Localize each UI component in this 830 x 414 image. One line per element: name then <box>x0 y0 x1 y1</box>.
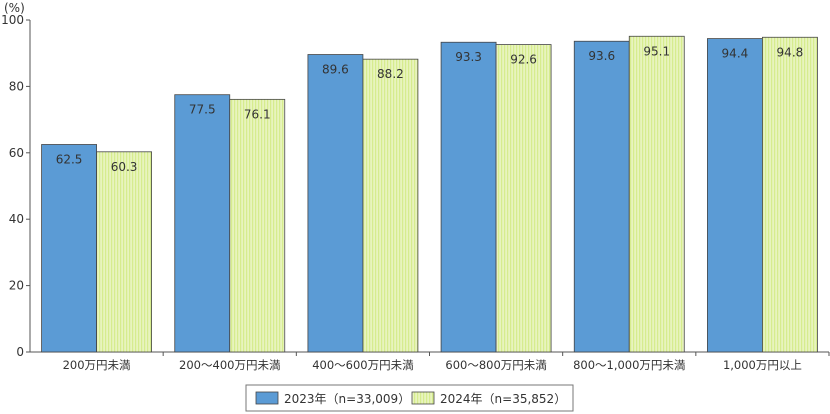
bar-value-label: 93.3 <box>455 50 482 64</box>
x-category-label: 600～800万円未満 <box>445 358 546 372</box>
bar-value-label: 76.1 <box>244 107 271 121</box>
y-tick-label: 80 <box>9 79 24 93</box>
bar-value-label: 88.2 <box>377 67 404 81</box>
bar-value-label: 77.5 <box>189 103 216 117</box>
legend-label: 2024年（n=35,852） <box>440 392 566 406</box>
x-category-label: 200万円未満 <box>63 358 131 372</box>
plot-area: 0 20 40 60 80 100 62.5 60.3 200万円未満 77.5 76.1 200～4… <box>1 13 830 372</box>
y-tick-label: 100 <box>1 13 24 27</box>
bar-series-b <box>229 98 286 353</box>
legend-label: 2023年（n=33,009） <box>284 392 410 406</box>
bar-series-a <box>440 41 497 353</box>
bar-series-b <box>762 36 818 353</box>
y-tick-label: 40 <box>9 212 24 226</box>
y-tick-label: 20 <box>9 279 24 293</box>
bar-value-label: 92.6 <box>510 53 537 67</box>
legend-swatch <box>411 391 435 405</box>
bar-series-a <box>41 144 97 353</box>
x-category-label: 1,000万円以上 <box>723 358 802 372</box>
bar-value-label: 89.6 <box>322 63 349 77</box>
y-tick-label: 60 <box>9 146 24 160</box>
bar-series-b <box>628 35 685 353</box>
bar-series-b <box>96 151 152 353</box>
x-category-label: 200～400万円未満 <box>179 358 280 372</box>
x-category-label: 400～600万円未満 <box>312 358 413 372</box>
bar-value-label: 95.1 <box>643 44 670 58</box>
bar-series-b <box>362 58 419 353</box>
bar-value-label: 94.4 <box>722 47 749 61</box>
x-category-label: 800～1,000万円未満 <box>573 358 685 372</box>
bar-series-b <box>495 44 552 353</box>
bar-series-a <box>707 38 763 353</box>
legend-swatch <box>255 391 279 405</box>
y-axis-unit-label: (%) <box>4 1 25 15</box>
bar-value-label: 93.6 <box>588 49 615 63</box>
bar-series-a <box>573 40 630 353</box>
legend-box <box>245 384 574 412</box>
bar-value-label: 60.3 <box>111 160 138 174</box>
bar-series-a <box>174 94 231 353</box>
bar-series-a <box>307 54 364 353</box>
bar-value-label: 94.8 <box>777 45 804 59</box>
legend: 2023年（n=33,009） 2024年（n=35,852） <box>245 384 574 412</box>
y-tick-label: 0 <box>16 345 24 359</box>
bar-value-label: 62.5 <box>56 153 83 167</box>
